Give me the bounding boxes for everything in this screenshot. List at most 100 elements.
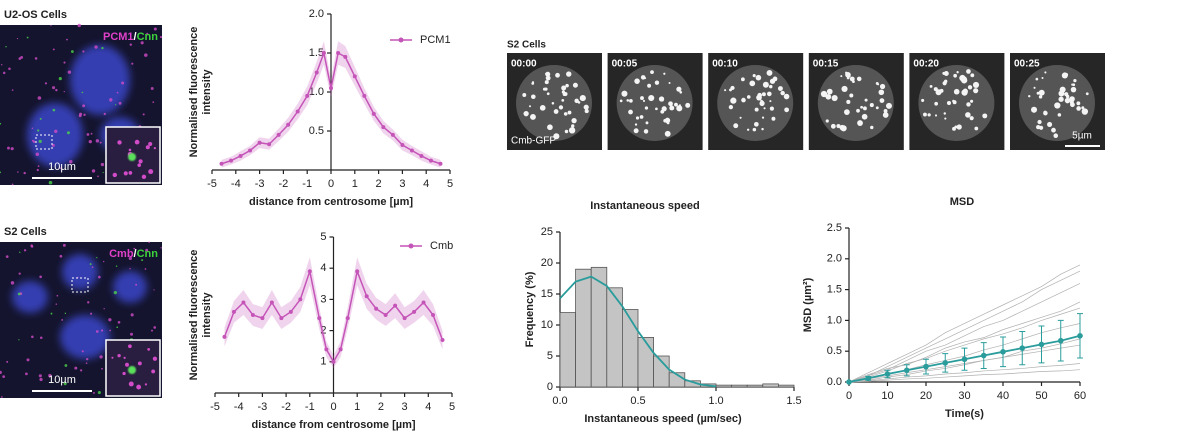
speckle xyxy=(82,104,86,108)
error-band xyxy=(221,41,441,168)
hist-bar xyxy=(653,355,670,388)
granule xyxy=(640,75,646,80)
inset-speckle xyxy=(112,172,117,178)
granule xyxy=(922,112,927,117)
granule xyxy=(754,121,759,127)
speckle xyxy=(153,326,157,329)
y-axis-label: Normalised fluorescenceintensity xyxy=(188,27,213,158)
granule xyxy=(531,82,535,85)
x-tick-label: 20 xyxy=(920,390,932,402)
granule xyxy=(584,109,589,114)
stain-name: Cnn xyxy=(137,248,159,260)
speckle xyxy=(93,391,95,394)
x-tick-label: 0 xyxy=(846,390,852,402)
granule xyxy=(619,99,623,103)
granule xyxy=(749,80,756,87)
granule xyxy=(870,125,874,130)
granule xyxy=(668,82,671,85)
granule xyxy=(849,93,854,98)
granule xyxy=(935,89,942,96)
speckle xyxy=(18,57,22,60)
trajectory xyxy=(848,264,1081,383)
granule xyxy=(553,133,560,140)
panel-title: S2 Cells xyxy=(4,226,47,238)
granule xyxy=(752,127,757,132)
granule xyxy=(1039,125,1044,130)
y-tick-label: 3 xyxy=(320,293,326,305)
profile-point xyxy=(343,54,348,59)
granule xyxy=(724,89,727,92)
speckle xyxy=(25,372,28,376)
granule xyxy=(965,112,971,118)
granule xyxy=(879,98,885,104)
speckle xyxy=(55,303,58,305)
profile-point xyxy=(440,337,445,342)
profile-point xyxy=(298,297,303,302)
x-tick-label: 1 xyxy=(352,178,358,190)
cell xyxy=(817,65,894,141)
granule xyxy=(746,128,750,131)
mean-point xyxy=(903,367,910,374)
speckle xyxy=(78,114,82,118)
speckle xyxy=(11,183,14,186)
speckle xyxy=(88,140,92,144)
nucleus xyxy=(60,315,110,359)
speckle xyxy=(103,112,106,116)
speckle xyxy=(66,131,70,135)
granule xyxy=(861,113,868,120)
granule xyxy=(836,123,841,129)
profile-point xyxy=(286,122,291,127)
hist-bar xyxy=(731,384,748,388)
inset-speckle xyxy=(125,362,129,367)
speckle xyxy=(2,375,6,378)
speckle xyxy=(18,272,21,275)
speckle xyxy=(91,169,96,173)
granule xyxy=(755,74,762,81)
speckle xyxy=(50,25,52,27)
profile-point xyxy=(238,153,243,158)
inset-speckle xyxy=(117,140,122,145)
x-tick-label: 1.0 xyxy=(708,395,723,407)
inset-speckle xyxy=(136,384,142,390)
granule xyxy=(634,78,640,84)
speckle xyxy=(85,362,88,364)
chart-title: Instantaneous speed xyxy=(590,200,699,212)
granule xyxy=(1041,76,1044,79)
granule xyxy=(634,123,638,126)
granule xyxy=(845,71,848,75)
granule xyxy=(959,74,966,82)
granule xyxy=(759,101,765,107)
granule xyxy=(777,86,783,91)
granule xyxy=(856,108,860,113)
speckle xyxy=(23,249,27,252)
granule xyxy=(1073,79,1077,83)
speckle xyxy=(135,283,138,286)
inset-speckle xyxy=(151,369,156,374)
speckle xyxy=(130,313,134,317)
granule xyxy=(571,117,577,124)
x-axis-label: distance from centrosome [µm] xyxy=(249,196,413,208)
inset-speckle xyxy=(123,356,126,360)
speckle xyxy=(37,129,40,132)
speckle xyxy=(87,301,90,304)
speckle xyxy=(153,289,155,291)
timestamp: 00:10 xyxy=(712,59,738,70)
granule xyxy=(628,109,633,115)
granule xyxy=(825,93,832,100)
speckle xyxy=(113,290,117,295)
legend-marker xyxy=(398,37,404,43)
granule xyxy=(746,95,751,99)
hist-bar xyxy=(637,336,655,388)
speckle xyxy=(48,373,52,378)
profile-point xyxy=(345,316,350,321)
speckle xyxy=(10,281,15,285)
speckle xyxy=(66,38,68,41)
granule xyxy=(946,101,952,106)
x-tick-label: 4 xyxy=(425,401,431,413)
speckle xyxy=(63,61,66,64)
profile-point xyxy=(438,161,443,166)
x-axis-label: Time(s) xyxy=(945,408,984,420)
profile-point xyxy=(338,347,343,352)
x-tick-label: 3 xyxy=(402,401,408,413)
